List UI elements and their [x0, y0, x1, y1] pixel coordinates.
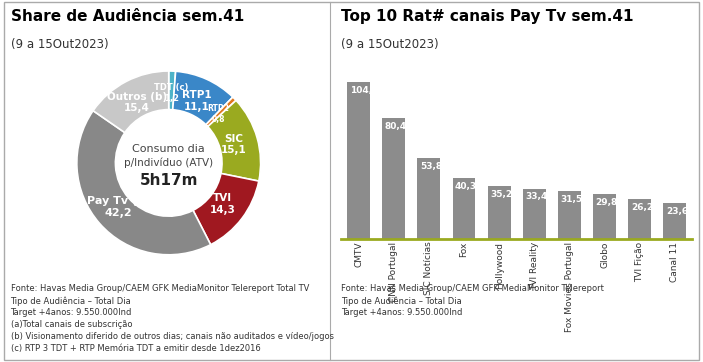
Text: Consumo dia: Consumo dia	[132, 144, 205, 154]
Wedge shape	[93, 71, 169, 132]
Text: Share de Audiência sem.41: Share de Audiência sem.41	[11, 9, 244, 24]
Bar	[488, 186, 510, 239]
Text: p/Indivíduo (ATV): p/Indivíduo (ATV)	[124, 157, 213, 168]
Bar	[628, 199, 651, 239]
Wedge shape	[173, 71, 233, 125]
Bar	[453, 178, 475, 239]
Text: SIC
15,1: SIC 15,1	[221, 134, 247, 155]
Wedge shape	[193, 173, 259, 245]
Text: Outros (b)
15,4: Outros (b) 15,4	[107, 92, 167, 114]
Text: Fonte: Havas Media Group/CAEM GFK MediaMonitor Telereport
Tipo de Audiência – To: Fonte: Havas Media Group/CAEM GFK MediaM…	[341, 284, 604, 317]
Bar	[558, 191, 581, 239]
Text: 23,6: 23,6	[666, 207, 688, 216]
Text: Pay Tv (a)
42,2: Pay Tv (a) 42,2	[87, 196, 150, 218]
Text: (9 a 15Out2023): (9 a 15Out2023)	[341, 38, 439, 51]
Text: 53,8: 53,8	[420, 162, 442, 171]
Text: Fonte: Havas Media Group/CAEM GFK MediaMonitor Telereport Total TV
Tipo de Audiê: Fonte: Havas Media Group/CAEM GFK MediaM…	[11, 284, 333, 353]
Wedge shape	[208, 100, 261, 181]
Text: 35,2: 35,2	[490, 190, 512, 199]
Bar	[664, 203, 686, 239]
Bar	[523, 189, 546, 239]
Text: Top 10 Rat# canais Pay Tv sem.41: Top 10 Rat# canais Pay Tv sem.41	[341, 9, 633, 24]
Text: RTP2
0,8: RTP2 0,8	[208, 104, 230, 124]
Wedge shape	[169, 71, 176, 110]
Bar	[382, 118, 405, 239]
Text: TVI
14,3: TVI 14,3	[210, 193, 236, 215]
Text: 40,3: 40,3	[455, 182, 477, 191]
Wedge shape	[206, 97, 236, 127]
Text: 104,3: 104,3	[349, 86, 378, 94]
Text: 29,8: 29,8	[595, 198, 618, 207]
Text: 80,4: 80,4	[385, 122, 407, 131]
Wedge shape	[77, 111, 211, 255]
Text: 33,4: 33,4	[525, 192, 548, 201]
Text: RTP1
11,1: RTP1 11,1	[182, 90, 212, 112]
Text: 26,2: 26,2	[631, 203, 653, 212]
Text: 5h17m: 5h17m	[139, 173, 198, 188]
Text: 31,5: 31,5	[560, 195, 583, 204]
Bar	[347, 82, 370, 239]
Bar	[418, 158, 440, 239]
Text: (9 a 15Out2023): (9 a 15Out2023)	[11, 38, 108, 51]
Bar	[593, 194, 616, 239]
Text: TDT (c)
1,2: TDT (c) 1,2	[154, 83, 188, 103]
